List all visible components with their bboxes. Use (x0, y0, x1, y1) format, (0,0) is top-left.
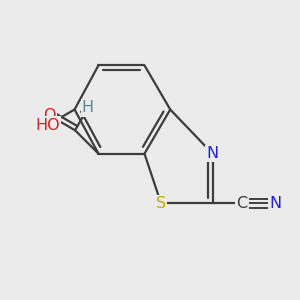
Text: N: N (269, 196, 281, 211)
Text: O: O (43, 108, 56, 123)
Text: N: N (206, 146, 219, 161)
Text: HO: HO (35, 118, 60, 133)
Text: S: S (156, 196, 166, 211)
Text: C: C (236, 196, 247, 211)
Text: H: H (82, 100, 94, 116)
